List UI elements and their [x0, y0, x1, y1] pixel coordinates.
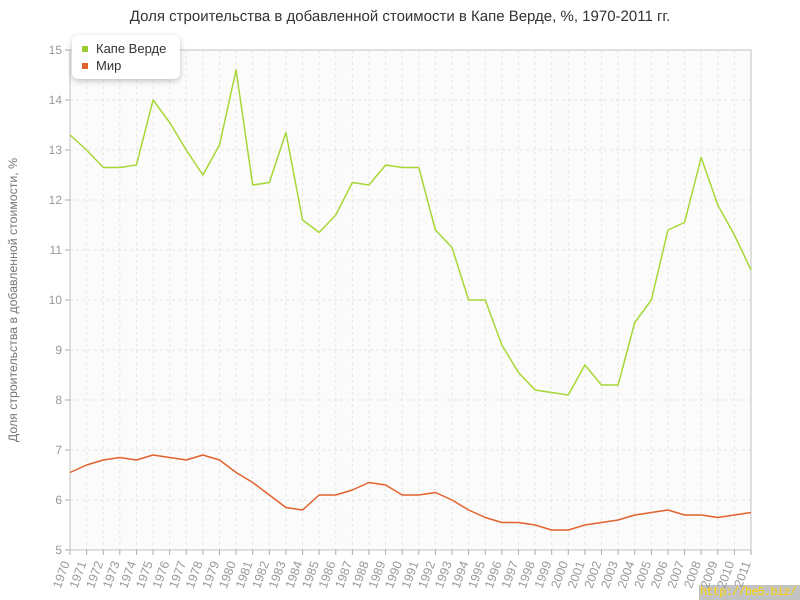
svg-text:5: 5	[55, 543, 62, 557]
svg-text:12: 12	[49, 193, 63, 207]
svg-text:14: 14	[49, 93, 63, 107]
svg-text:15: 15	[49, 43, 63, 57]
svg-text:6: 6	[55, 493, 62, 507]
svg-text:7: 7	[55, 443, 62, 457]
svg-text:13: 13	[49, 143, 63, 157]
svg-text:9: 9	[55, 343, 62, 357]
svg-text:10: 10	[49, 293, 63, 307]
svg-text:8: 8	[55, 393, 62, 407]
svg-text:11: 11	[50, 243, 63, 257]
